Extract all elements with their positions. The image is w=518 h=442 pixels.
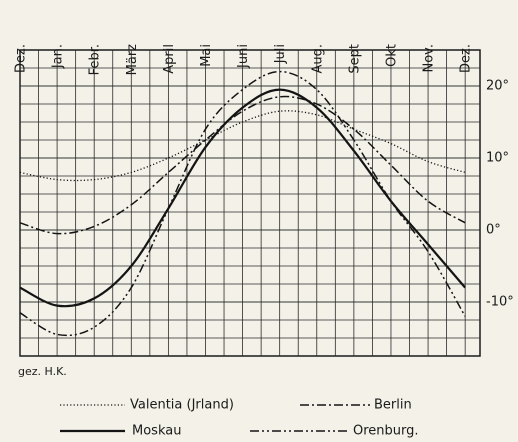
legend-label: Moskau bbox=[132, 424, 181, 439]
y-tick-label: 0° bbox=[486, 223, 501, 238]
legend-label: Orenburg. bbox=[353, 424, 419, 439]
x-tick-label: Febr. bbox=[88, 44, 103, 75]
x-tick-label: März bbox=[125, 44, 140, 76]
x-tick-label: Nov. bbox=[422, 44, 437, 73]
x-tick-label: Okt bbox=[384, 44, 399, 67]
series-line bbox=[19, 95, 466, 235]
series-line bbox=[19, 110, 466, 182]
x-tick-label: Juli bbox=[273, 44, 288, 64]
series-line bbox=[19, 70, 466, 337]
x-tick-label: Dez. bbox=[14, 44, 29, 73]
x-tick-label: Mai bbox=[199, 44, 214, 67]
legend-label: Valentia (Jrland) bbox=[130, 398, 234, 413]
y-tick-label: 20° bbox=[486, 79, 509, 94]
y-tick-label: -10° bbox=[486, 295, 514, 310]
annotation: gez. H.K. bbox=[18, 365, 67, 378]
x-tick-label: Aug. bbox=[310, 44, 325, 74]
plot-frame bbox=[19, 49, 481, 357]
x-tick-label: April bbox=[162, 44, 177, 74]
x-tick-label: Juni bbox=[236, 44, 251, 69]
x-tick-label: Sept bbox=[347, 44, 362, 74]
y-tick-label: 10° bbox=[486, 151, 509, 166]
legend-label: Berlin bbox=[374, 398, 412, 413]
x-tick-label: Dez. bbox=[459, 44, 474, 73]
x-tick-label: Jan. bbox=[51, 44, 66, 69]
